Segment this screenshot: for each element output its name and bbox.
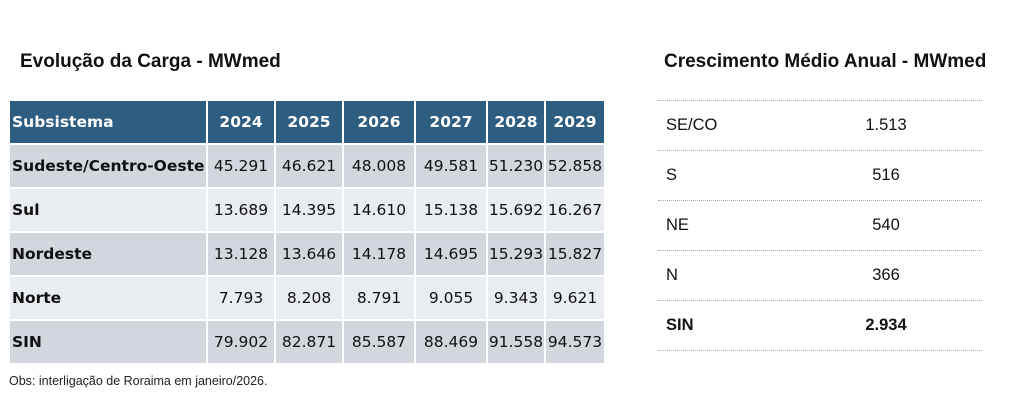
list-item: N 366 xyxy=(658,251,982,301)
table-cell: 14.610 xyxy=(344,189,416,233)
table-cell: 13.689 xyxy=(208,189,276,233)
table-row: Norte 7.793 8.208 8.791 9.055 9.343 9.62… xyxy=(10,277,606,321)
load-evolution-table: Subsistema 2024 2025 2026 2027 2028 2029… xyxy=(10,101,606,365)
table-cell: 45.291 xyxy=(208,145,276,189)
table-cell: 79.902 xyxy=(208,321,276,365)
table-cell: 88.469 xyxy=(416,321,488,365)
table-row: Nordeste 13.128 13.646 14.178 14.695 15.… xyxy=(10,233,606,277)
header-year: 2025 xyxy=(276,101,344,145)
header-year: 2024 xyxy=(208,101,276,145)
header-year: 2026 xyxy=(344,101,416,145)
growth-subsystem: N xyxy=(666,266,678,284)
load-table-title: Evolução da Carga - MWmed xyxy=(20,51,281,72)
header-year: 2029 xyxy=(546,101,606,145)
growth-value: 366 xyxy=(872,266,900,284)
table-cell: 15.692 xyxy=(488,189,546,233)
table-cell: 15.293 xyxy=(488,233,546,277)
table-cell: 7.793 xyxy=(208,277,276,321)
table-header-row: Subsistema 2024 2025 2026 2027 2028 2029 xyxy=(10,101,606,145)
table-cell: 9.343 xyxy=(488,277,546,321)
subsystem-name: SIN xyxy=(10,321,208,365)
subsystem-name: Nordeste xyxy=(10,233,208,277)
list-item: S 516 xyxy=(658,151,982,201)
footnote: Obs: interligação de Roraima em janeiro/… xyxy=(9,374,268,388)
table-cell: 85.587 xyxy=(344,321,416,365)
table-row: Sul 13.689 14.395 14.610 15.138 15.692 1… xyxy=(10,189,606,233)
growth-subsystem: S xyxy=(666,166,678,184)
table-cell: 49.581 xyxy=(416,145,488,189)
table-cell: 16.267 xyxy=(546,189,606,233)
list-item-total: SIN 2.934 xyxy=(658,301,982,351)
growth-subsystem: NE xyxy=(666,216,689,234)
table-cell: 15.138 xyxy=(416,189,488,233)
header-subsystem: Subsistema xyxy=(10,101,208,145)
table-cell: 9.621 xyxy=(546,277,606,321)
growth-subsystem: SIN xyxy=(666,316,694,334)
subsystem-name: Sudeste/Centro-Oeste xyxy=(10,145,208,189)
table-cell: 9.055 xyxy=(416,277,488,321)
annual-growth-table: SE/CO 1.513 S 516 NE 540 N 366 SIN 2.934 xyxy=(658,100,982,351)
growth-value: 516 xyxy=(872,166,900,184)
header-year: 2027 xyxy=(416,101,488,145)
header-year: 2028 xyxy=(488,101,546,145)
subsystem-name: Norte xyxy=(10,277,208,321)
table-cell: 13.646 xyxy=(276,233,344,277)
list-item: SE/CO 1.513 xyxy=(658,101,982,151)
table-row: SIN 79.902 82.871 85.587 88.469 91.558 9… xyxy=(10,321,606,365)
table-cell: 48.008 xyxy=(344,145,416,189)
growth-table-title: Crescimento Médio Anual - MWmed xyxy=(664,51,987,72)
table-cell: 51.230 xyxy=(488,145,546,189)
table-cell: 52.858 xyxy=(546,145,606,189)
table-cell: 15.827 xyxy=(546,233,606,277)
subsystem-name: Sul xyxy=(10,189,208,233)
growth-value: 540 xyxy=(872,216,900,234)
table-cell: 82.871 xyxy=(276,321,344,365)
table-cell: 8.208 xyxy=(276,277,344,321)
table-cell: 14.695 xyxy=(416,233,488,277)
growth-value: 1.513 xyxy=(865,116,907,134)
growth-value: 2.934 xyxy=(865,316,907,334)
table-cell: 14.178 xyxy=(344,233,416,277)
table-cell: 8.791 xyxy=(344,277,416,321)
list-item: NE 540 xyxy=(658,201,982,251)
table-row: Sudeste/Centro-Oeste 45.291 46.621 48.00… xyxy=(10,145,606,189)
table-cell: 13.128 xyxy=(208,233,276,277)
table-cell: 14.395 xyxy=(276,189,344,233)
table-cell: 94.573 xyxy=(546,321,606,365)
growth-subsystem: SE/CO xyxy=(666,116,718,134)
table-cell: 46.621 xyxy=(276,145,344,189)
table-cell: 91.558 xyxy=(488,321,546,365)
